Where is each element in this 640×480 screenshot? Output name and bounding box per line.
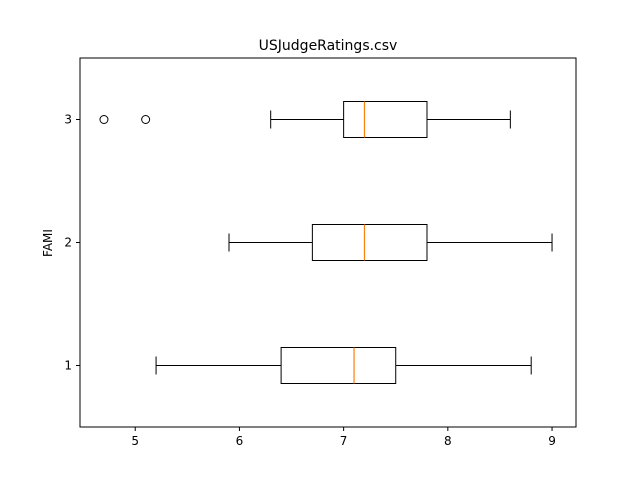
x-tick-label: 5: [131, 434, 139, 448]
y-tick-label: 2: [64, 236, 72, 250]
y-tick-label: 1: [64, 359, 72, 373]
flier-point: [141, 115, 151, 124]
y-axis-label: FAMI: [41, 229, 55, 257]
chart-title: USJudgeRatings.csv: [259, 38, 398, 54]
box-group-1: [155, 347, 532, 384]
iqr-box: [343, 101, 428, 138]
x-tick-label: 9: [548, 434, 556, 448]
axes: 5 6 7 8 9 1 2 3: [64, 113, 555, 449]
x-tick-label: 8: [444, 434, 452, 448]
box-group-2: [228, 224, 553, 261]
plot-marks: [99, 101, 553, 384]
x-tick-label: 6: [236, 434, 244, 448]
iqr-box: [280, 347, 397, 384]
iqr-box: [311, 224, 428, 261]
x-tick-label: 7: [340, 434, 348, 448]
box-group-3: [99, 101, 511, 138]
y-tick-label: 3: [64, 113, 72, 127]
flier-point: [99, 115, 109, 124]
